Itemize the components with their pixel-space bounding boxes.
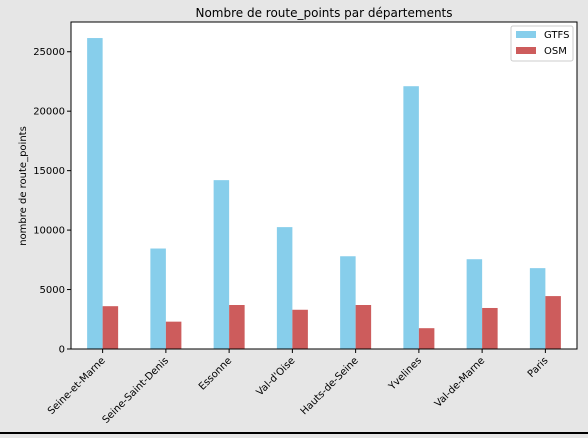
x-tick-label-3: Val-d'Oise bbox=[255, 355, 298, 398]
x-tick-label-2: Essonne bbox=[197, 355, 234, 392]
plot-area bbox=[71, 22, 577, 349]
y-tick-label-3: 15000 bbox=[33, 166, 65, 177]
bar-osm-6 bbox=[482, 307, 498, 349]
legend: GTFS OSM bbox=[510, 25, 574, 62]
bar-osm-2 bbox=[229, 305, 245, 349]
y-tick-label-0: 0 bbox=[59, 345, 65, 356]
legend-swatch-osm bbox=[516, 47, 536, 54]
bar-osm-1 bbox=[165, 321, 182, 349]
x-tick-label-0: Seine-et-Marne bbox=[46, 355, 108, 417]
y-tick-label-5: 25000 bbox=[33, 47, 65, 58]
legend-label-osm: OSM bbox=[544, 46, 567, 57]
bar-osm-5 bbox=[418, 328, 435, 349]
bar-gtfs-7 bbox=[529, 268, 546, 349]
y-axis-label: nombre de route_points bbox=[18, 126, 29, 246]
x-tick-label-6: Val-de-Marne bbox=[433, 355, 487, 409]
bar-gtfs-5 bbox=[403, 86, 419, 350]
bars-layer bbox=[87, 38, 561, 350]
chart-title: Nombre de route_points par départements bbox=[195, 6, 452, 20]
plot-frame bbox=[70, 21, 578, 350]
bar-gtfs-1 bbox=[150, 248, 166, 349]
y-tick-label-4: 20000 bbox=[33, 107, 65, 118]
x-tick-label-1: Seine-Saint-Denis bbox=[101, 355, 171, 425]
bar-gtfs-2 bbox=[213, 180, 230, 349]
bar-osm-0 bbox=[102, 306, 119, 349]
bar-gtfs-4 bbox=[340, 256, 356, 349]
bar-osm-4 bbox=[355, 305, 372, 349]
y-tick-label-2: 10000 bbox=[33, 226, 65, 237]
bottom-rule bbox=[0, 432, 588, 434]
y-axis: 0 5000 10000 15000 20000 25000 bbox=[33, 47, 71, 356]
x-tick-label-5: Yvelines bbox=[386, 355, 424, 393]
bar-gtfs-6 bbox=[466, 259, 483, 349]
y-tick-label-1: 5000 bbox=[40, 285, 65, 296]
legend-swatch-gtfs bbox=[516, 31, 536, 38]
x-tick-label-4: Hauts-de-Seine bbox=[299, 355, 361, 417]
bar-gtfs-3 bbox=[276, 227, 293, 349]
bar-osm-7 bbox=[545, 296, 561, 349]
bar-gtfs-0 bbox=[87, 38, 103, 350]
bar-osm-3 bbox=[292, 309, 308, 349]
legend-label-gtfs: GTFS bbox=[544, 30, 569, 41]
x-tick-label-7: Paris bbox=[526, 355, 551, 380]
